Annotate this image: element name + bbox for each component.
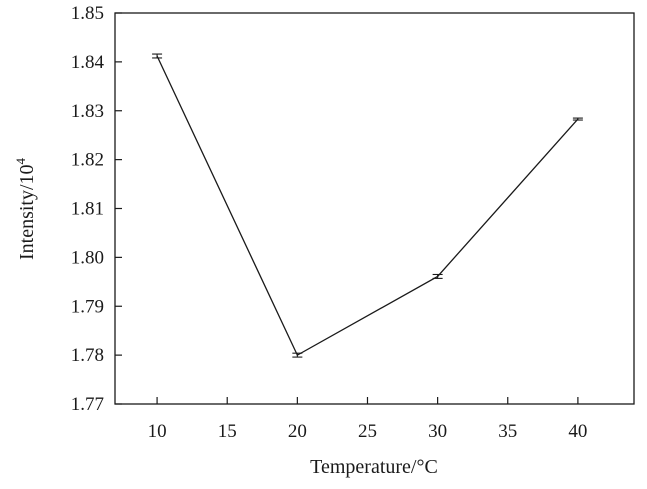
error-bar bbox=[152, 53, 163, 59]
y-axis: 1.77 1.78 1.79 1.80 1.81 1.82 1.83 1.84 1.85 bbox=[71, 3, 122, 415]
x-axis: 10 15 20 25 30 35 40 bbox=[148, 397, 587, 442]
x-tick-label: 30 bbox=[428, 421, 447, 442]
y-axis-title-exponent: 4 bbox=[13, 157, 28, 164]
y-tick-label: 1.81 bbox=[71, 199, 104, 220]
y-tick-label: 1.79 bbox=[71, 296, 104, 317]
x-tick-label: 15 bbox=[218, 421, 237, 442]
y-tick-label: 1.85 bbox=[71, 3, 104, 24]
y-axis-title: Intensity/104 bbox=[13, 157, 38, 260]
series-line bbox=[156, 55, 579, 357]
y-tick-label: 1.83 bbox=[71, 101, 104, 122]
error-bar bbox=[432, 273, 443, 279]
x-tick-label: 40 bbox=[568, 421, 587, 442]
y-tick-label: 1.82 bbox=[71, 150, 104, 171]
series-layer bbox=[152, 53, 583, 358]
y-tick-label: 1.84 bbox=[71, 52, 105, 73]
x-tick-label: 20 bbox=[288, 421, 307, 442]
y-tick-label: 1.77 bbox=[71, 394, 104, 415]
x-tick-label: 10 bbox=[148, 421, 167, 442]
y-tick-label: 1.80 bbox=[71, 247, 104, 268]
plot-frame bbox=[114, 12, 635, 405]
error-bar bbox=[572, 117, 583, 121]
error-bar bbox=[292, 352, 303, 358]
x-tick-label: 25 bbox=[358, 421, 377, 442]
y-axis-title-text: Intensity/10 bbox=[16, 164, 38, 260]
y-tick-label: 1.78 bbox=[71, 345, 104, 366]
x-tick-label: 35 bbox=[498, 421, 517, 442]
x-axis-title: Temperature/°C bbox=[310, 456, 438, 478]
